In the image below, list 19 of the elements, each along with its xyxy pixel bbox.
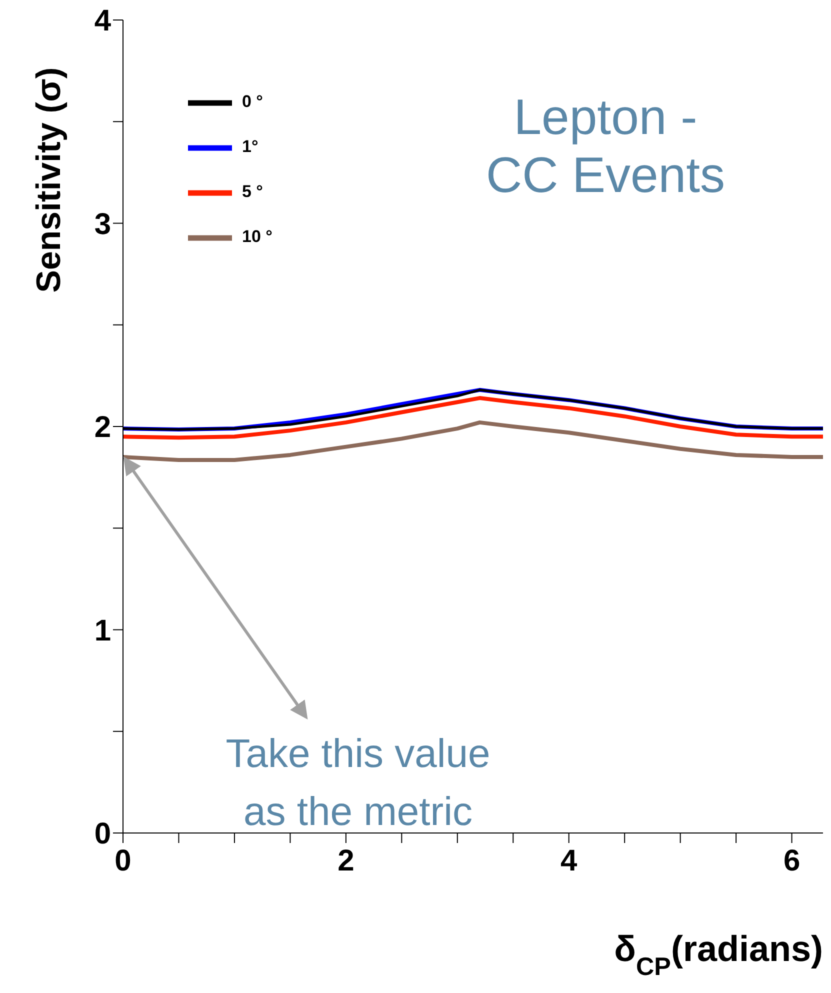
x-tick-label: 2 bbox=[338, 844, 354, 878]
y-tick-label: 4 bbox=[94, 4, 112, 38]
x-tick-label: 0 bbox=[114, 844, 132, 878]
annotation: Take this value as the metric bbox=[224, 730, 492, 836]
y-tick-label: 0 bbox=[94, 818, 111, 851]
legend-label: 10 ° bbox=[242, 226, 274, 248]
y-tick-label: 1 bbox=[94, 614, 111, 648]
annotation: Lepton - CC Events bbox=[485, 88, 726, 204]
legend-label: 1° bbox=[242, 136, 260, 158]
y-tick-label: 2 bbox=[94, 411, 111, 444]
y-axis-title: Sensitivity (σ) bbox=[30, 67, 68, 293]
x-axis-title: δ$_{CP}$(radians) bbox=[614, 928, 823, 981]
legend-label: 5 ° bbox=[242, 181, 264, 203]
legend-label: 0 ° bbox=[242, 91, 264, 113]
line-series bbox=[123, 420, 823, 462]
y-tick-label: 3 bbox=[94, 208, 111, 241]
x-tick-label: 4 bbox=[560, 844, 578, 878]
x-tick-label: 6 bbox=[783, 844, 800, 878]
line-series bbox=[123, 396, 823, 440]
